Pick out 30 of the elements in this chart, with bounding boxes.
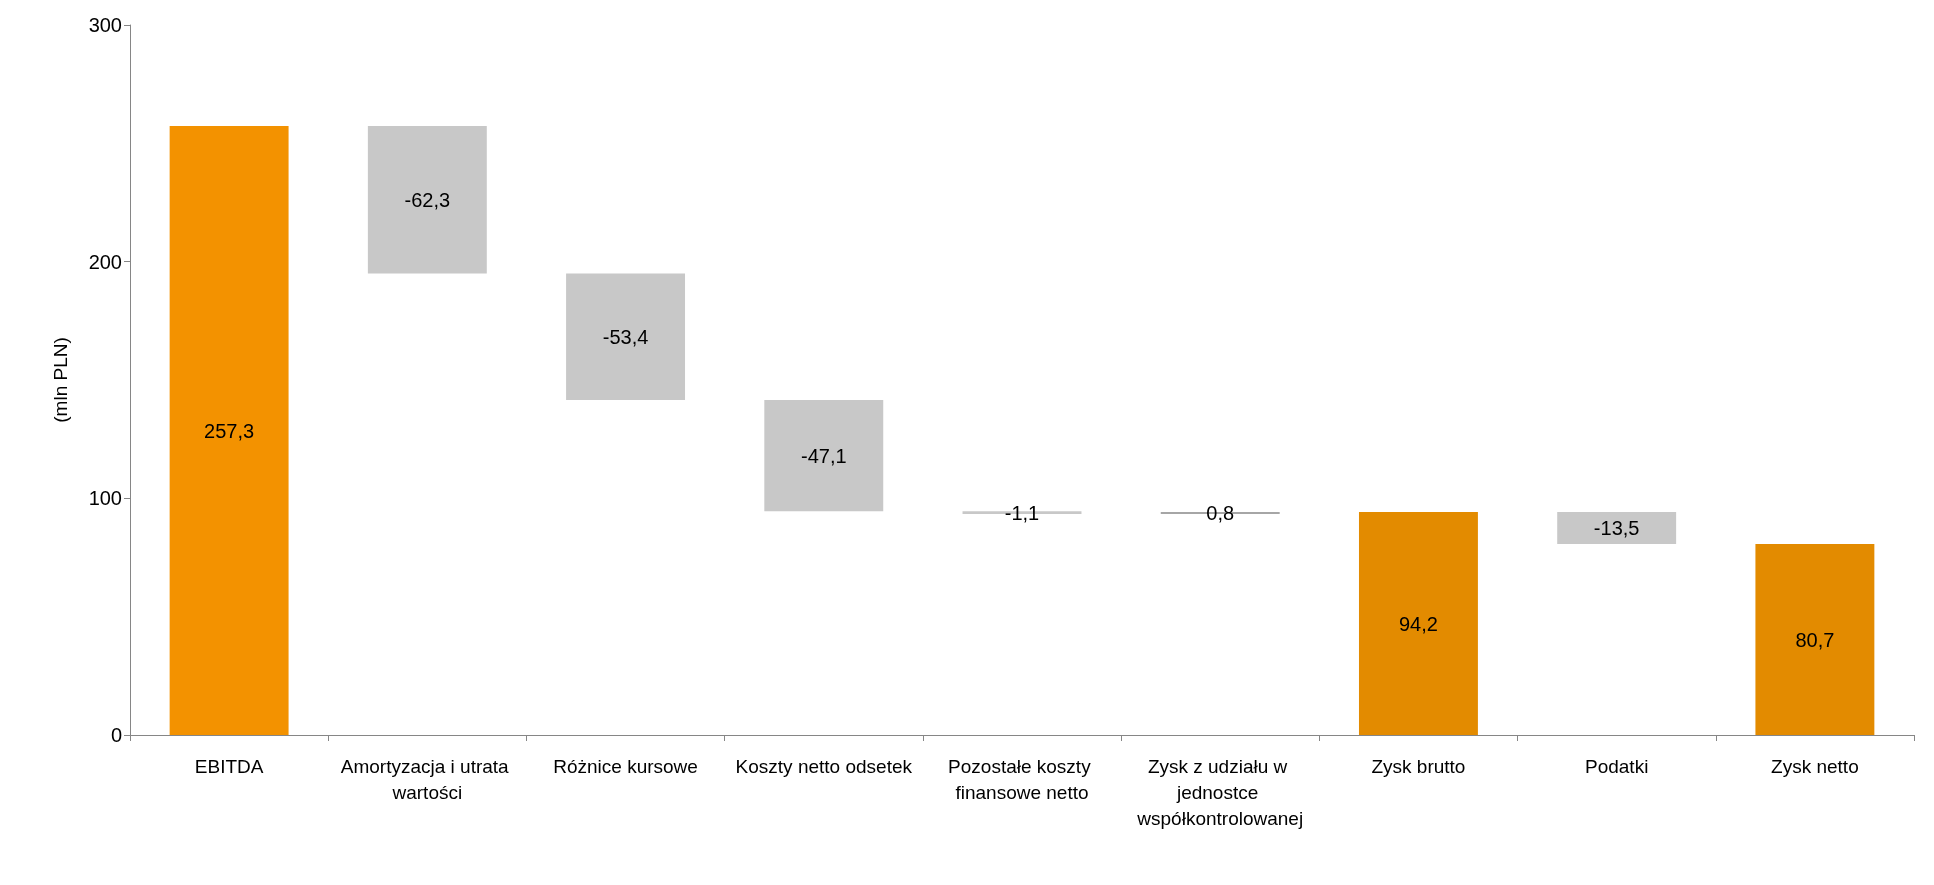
x-tick-label: Amortyzacja i utrata wartości — [340, 755, 514, 803]
bar — [566, 273, 686, 400]
data-label: -1,1 — [1004, 501, 1040, 524]
data-label: -53,4 — [602, 325, 649, 348]
y-axis-title: (mln PLN) — [50, 337, 71, 423]
bar — [169, 126, 289, 735]
x-tick-label: Zysk netto — [1771, 755, 1859, 777]
bar — [764, 399, 884, 512]
y-tick-label: 100 — [88, 487, 122, 510]
data-label: 80,7 — [1795, 628, 1835, 651]
x-tick-label: Podatki — [1584, 755, 1649, 777]
x-tick-label: Koszty netto odsetek — [735, 755, 913, 777]
data-label: -13,5 — [1593, 517, 1640, 540]
y-tick-label: 0 — [110, 724, 122, 746]
x-tick-label: Pozostałe koszty finansowe netto — [948, 755, 1096, 803]
bar — [367, 126, 487, 274]
bar — [1755, 544, 1875, 735]
bar — [1358, 512, 1478, 735]
data-label: 0,8 — [1206, 502, 1235, 525]
data-label: 257,3 — [204, 419, 255, 442]
data-label: 94,2 — [1398, 612, 1438, 635]
x-tick-label: Różnice kursowe — [553, 755, 698, 777]
y-tick-label: 200 — [88, 250, 122, 273]
x-tick-label: EBITDA — [194, 755, 264, 777]
bar — [1557, 512, 1677, 545]
x-tick-label: Zysk brutto — [1371, 755, 1466, 777]
x-tick-label: Zysk z udziału w jednostce współkontrolowanej — [1136, 755, 1304, 829]
y-tick-label: 300 — [88, 14, 122, 36]
data-label: -62,3 — [404, 188, 451, 211]
data-label: -47,1 — [800, 444, 847, 467]
